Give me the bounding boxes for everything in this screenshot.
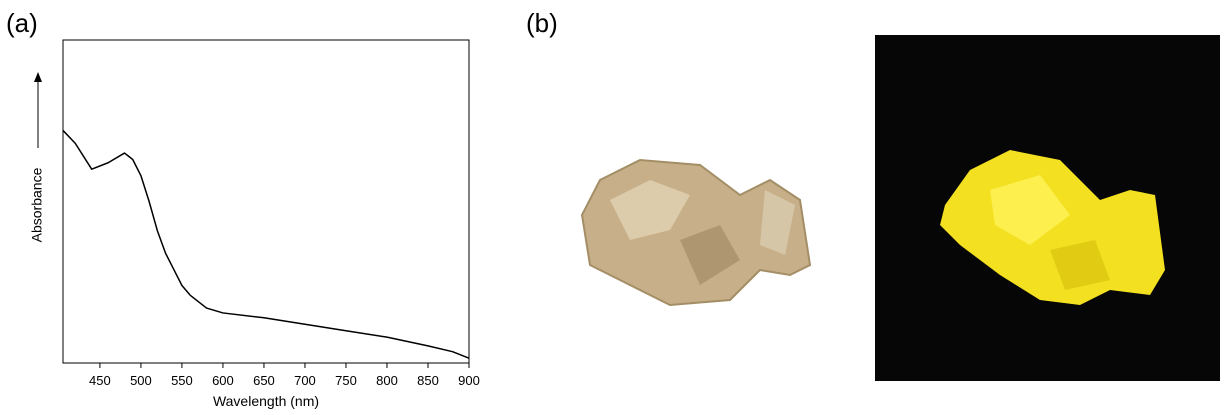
x-tick-label: 550 bbox=[171, 373, 193, 388]
plot-frame bbox=[63, 40, 469, 363]
x-tick-label: 850 bbox=[417, 373, 439, 388]
x-tick-label: 900 bbox=[458, 373, 480, 388]
x-tick-label: 500 bbox=[130, 373, 152, 388]
x-tick-label: 800 bbox=[376, 373, 398, 388]
x-axis-label: Wavelength (nm) bbox=[213, 393, 319, 409]
x-tick-label: 750 bbox=[335, 373, 357, 388]
figure: (a) (b) Absorbance Wavelength (nm) 450 50… bbox=[0, 0, 1228, 415]
x-tick-label: 700 bbox=[294, 373, 316, 388]
x-tick-label: 450 bbox=[89, 373, 111, 388]
y-arrow-head bbox=[34, 72, 42, 82]
panel-label: (a) bbox=[6, 8, 38, 38]
x-tick-label: 650 bbox=[253, 373, 275, 388]
spectrum-line bbox=[63, 130, 469, 358]
x-tick-label: 600 bbox=[212, 373, 234, 388]
crystal-photo bbox=[582, 160, 810, 305]
fluorescence-photo bbox=[875, 35, 1220, 381]
panel-label: (b) bbox=[526, 8, 558, 38]
y-axis-label: Absorbance bbox=[29, 167, 45, 242]
